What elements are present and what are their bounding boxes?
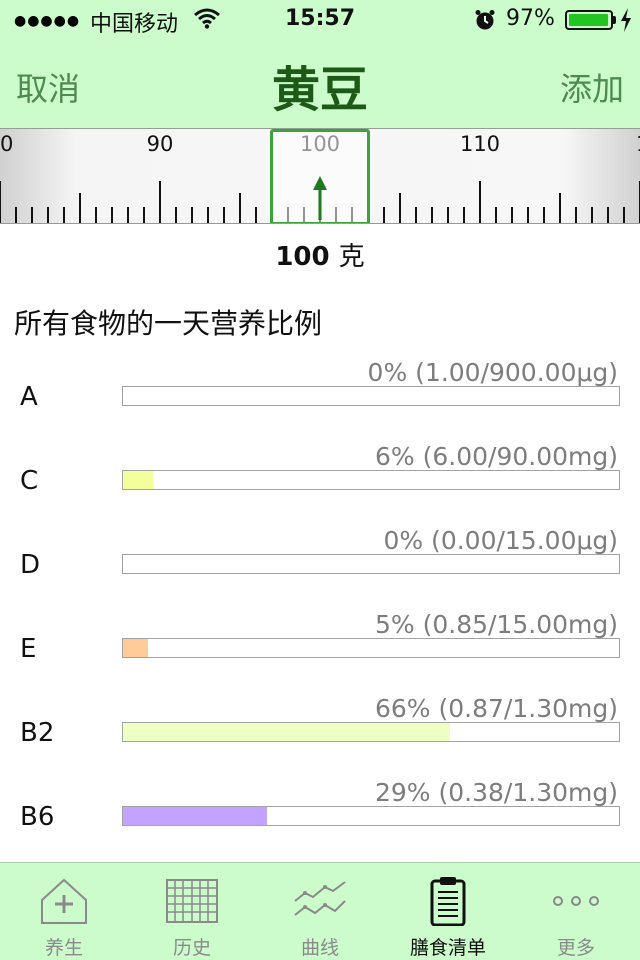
nutrient-row-c: C 6% (6.00/90.00mg): [0, 440, 640, 524]
tab-curve[interactable]: 曲线: [256, 863, 384, 960]
tab-more[interactable]: 更多: [512, 863, 640, 960]
nutrient-info: 0% (1.00/900.00μg): [367, 358, 618, 387]
nutrient-progress-fill: [123, 471, 153, 489]
navigation-bar: 取消 黄豆 添加: [0, 40, 640, 128]
line-chart-icon: [256, 875, 384, 927]
weight-ruler-picker[interactable]: 09010011012: [0, 128, 640, 224]
nutrient-name: B6: [20, 802, 55, 832]
nutrient-info: 66% (0.87/1.30mg): [375, 694, 618, 723]
tab-bar: 养生 历史: [0, 862, 640, 960]
nutrient-progress-bar: [122, 470, 620, 490]
nutrient-list: A 0% (1.00/900.00μg) C 6% (6.00/90.00mg)…: [0, 356, 640, 860]
amount-value: 100: [275, 242, 330, 272]
nutrient-row-b6: B6 29% (0.38/1.30mg): [0, 776, 640, 860]
page-title: 黄豆: [271, 62, 368, 118]
battery-tip: [613, 16, 616, 24]
nutrient-row-d: D 0% (0.00/15.00μg): [0, 524, 640, 608]
signal-dots-icon: ●●●●●: [14, 13, 81, 29]
house-plus-icon: [0, 875, 128, 927]
carrier-name: 中国移动: [90, 12, 179, 37]
nutrient-info: 6% (6.00/90.00mg): [375, 442, 618, 471]
ruler-label: 0: [0, 132, 13, 156]
nutrient-name: D: [20, 550, 41, 580]
ruler-label: 110: [460, 132, 500, 156]
tab-label: 更多: [556, 937, 595, 959]
ruler-selection-window: [270, 129, 370, 223]
arrow-up-icon: [313, 176, 327, 220]
ruler-label: 90: [147, 132, 174, 156]
selected-amount: 100 克: [0, 236, 640, 273]
amount-unit: 克: [338, 242, 365, 272]
nutrient-progress-bar: [122, 386, 620, 406]
nutrient-name: B2: [20, 718, 55, 748]
tab-label: 膳食清单: [409, 937, 486, 959]
tab-health[interactable]: 养生: [0, 863, 128, 960]
nutrient-info: 29% (0.38/1.30mg): [375, 778, 618, 807]
more-dots-icon: [512, 875, 640, 927]
nutrient-row-e: E 5% (0.85/15.00mg): [0, 608, 640, 692]
clipboard-list-icon: [384, 875, 512, 927]
add-button[interactable]: 添加: [559, 70, 624, 108]
tab-history[interactable]: 历史: [128, 863, 256, 960]
nutrient-progress-bar: [122, 806, 620, 826]
tab-label: 曲线: [300, 937, 339, 959]
nutrient-progress-bar: [122, 638, 620, 658]
clock-time: 15:57: [284, 6, 356, 31]
wifi-icon: [194, 7, 220, 33]
nutrient-name: E: [20, 634, 37, 664]
nutrient-progress-fill: [123, 639, 148, 657]
nutrient-progress-bar: [122, 554, 620, 574]
nutrient-row-b2: B2 66% (0.87/1.30mg): [0, 692, 640, 776]
nutrient-progress-bar: [122, 722, 620, 742]
cancel-button[interactable]: 取消: [16, 70, 81, 108]
calendar-grid-icon: [128, 875, 256, 927]
tab-label: 历史: [172, 937, 211, 959]
battery-percent: 97%: [506, 6, 555, 31]
tab-label: 养生: [44, 937, 83, 959]
charging-bolt-icon: [620, 8, 632, 36]
status-bar: ●●●●● 中国移动 15:57 97%: [0, 0, 640, 40]
nutrient-name: A: [20, 382, 38, 412]
nutrient-progress-fill: [123, 723, 451, 741]
ruler-label: 12: [636, 132, 640, 156]
battery-icon: [565, 10, 613, 30]
nutrient-info: 0% (0.00/15.00μg): [383, 526, 618, 555]
nutrient-row-a: A 0% (1.00/900.00μg): [0, 356, 640, 440]
tab-diet-list[interactable]: 膳食清单: [384, 863, 512, 960]
nutrient-info: 5% (0.85/15.00mg): [375, 610, 618, 639]
alarm-clock-icon: [474, 9, 496, 35]
section-title: 所有食物的一天营养比例: [14, 307, 323, 340]
nutrient-progress-fill: [123, 807, 267, 825]
nutrient-name: C: [20, 466, 39, 496]
